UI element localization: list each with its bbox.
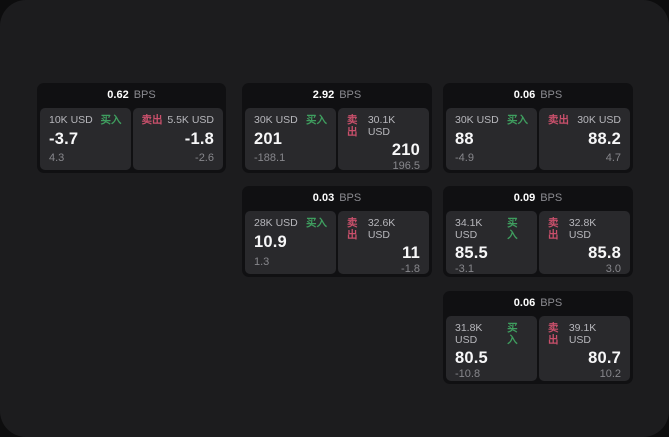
bps-unit-label: BPS — [339, 192, 362, 204]
buy-amount: 31.8K USD — [455, 322, 483, 346]
buy-label: 买入 — [507, 322, 518, 346]
sell-price: 11 — [402, 244, 420, 263]
quote-card: 0.62 BPS 10K USD 买入 -3.7 4.3 卖出 5.5K USD… — [37, 83, 226, 173]
sell-panel[interactable]: 卖出 32.6K USD 11 -1.8 — [338, 211, 429, 276]
bps-value: 0.06 — [513, 89, 536, 101]
buy-price: -3.7 — [49, 129, 79, 148]
sell-panel[interactable]: 卖出 39.1K USD 80.7 10.2 — [539, 316, 630, 381]
buy-delta: -3.1 — [455, 263, 474, 276]
quote-card: 0.06 BPS 31.8K USD 买入 80.5 -10.8 卖出 39.1… — [443, 291, 633, 384]
buy-panel[interactable]: 34.1K USD 买入 85.5 -3.1 — [446, 211, 537, 276]
buy-label: 买入 — [100, 114, 122, 126]
bps-value: 0.09 — [513, 192, 536, 204]
sell-delta: 3.0 — [605, 263, 621, 276]
bps-header: 0.06 BPS — [446, 291, 630, 316]
sell-delta: 10.2 — [599, 368, 621, 381]
bps-header: 2.92 BPS — [245, 83, 429, 108]
bps-header: 0.09 BPS — [446, 186, 630, 211]
sell-amount: 30K USD — [577, 114, 621, 126]
sell-label: 卖出 — [141, 114, 163, 126]
bps-unit-label: BPS — [133, 89, 156, 101]
sell-label: 卖出 — [347, 217, 358, 241]
buy-amount: 30K USD — [254, 114, 298, 126]
sell-amount: 32.6K USD — [367, 217, 396, 241]
bps-value: 0.03 — [312, 192, 335, 204]
buy-label: 买入 — [507, 114, 528, 126]
buy-panel[interactable]: 28K USD 买入 10.9 1.3 — [245, 211, 336, 274]
sell-amount: 32.8K USD — [568, 217, 597, 241]
buy-label: 买入 — [507, 217, 518, 241]
buy-label: 买入 — [306, 217, 327, 229]
bps-header: 0.62 BPS — [40, 83, 223, 108]
buy-panel[interactable]: 30K USD 买入 88 -4.9 — [446, 108, 537, 170]
buy-price: 88 — [455, 129, 474, 148]
bps-unit-label: BPS — [540, 297, 563, 309]
quote-card: 0.09 BPS 34.1K USD 买入 85.5 -3.1 卖出 32.8K… — [443, 186, 633, 277]
buy-amount: 30K USD — [455, 114, 499, 126]
sell-price: -1.8 — [184, 129, 214, 148]
bps-header: 0.03 BPS — [245, 186, 429, 211]
sell-delta: -1.8 — [401, 263, 420, 276]
quote-card: 0.06 BPS 30K USD 买入 88 -4.9 卖出 30K USD 8… — [443, 83, 633, 173]
buy-amount: 10K USD — [49, 114, 93, 126]
buy-label: 买入 — [306, 114, 327, 126]
buy-amount: 28K USD — [254, 217, 298, 229]
sell-delta: -2.6 — [195, 151, 214, 164]
sell-label: 卖出 — [347, 114, 358, 138]
buy-panel[interactable]: 30K USD 买入 201 -188.1 — [245, 108, 336, 170]
buy-delta: 4.3 — [49, 151, 65, 164]
sell-price: 88.2 — [588, 129, 621, 148]
bps-value: 2.92 — [312, 89, 335, 101]
buy-amount: 34.1K USD — [455, 217, 483, 241]
sell-delta: 196.5 — [392, 160, 420, 173]
sell-panel[interactable]: 卖出 30K USD 88.2 4.7 — [539, 108, 630, 170]
bps-unit-label: BPS — [339, 89, 362, 101]
sell-label: 卖出 — [548, 217, 559, 241]
buy-price: 201 — [254, 129, 283, 148]
quote-card: 2.92 BPS 30K USD 买入 201 -188.1 卖出 30.1K … — [242, 83, 432, 173]
buy-price: 85.5 — [455, 244, 488, 263]
buy-price: 80.5 — [455, 349, 488, 368]
sell-amount: 30.1K USD — [367, 114, 396, 138]
buy-delta: -188.1 — [254, 151, 286, 164]
buy-panel[interactable]: 10K USD 买入 -3.7 4.3 — [40, 108, 131, 170]
sell-panel[interactable]: 卖出 5.5K USD -1.8 -2.6 — [132, 108, 223, 170]
buy-panel[interactable]: 31.8K USD 买入 80.5 -10.8 — [446, 316, 537, 381]
bps-unit-label: BPS — [540, 192, 563, 204]
buy-price: 10.9 — [254, 232, 287, 251]
buy-delta: -10.8 — [455, 368, 481, 381]
sell-amount: 5.5K USD — [167, 114, 214, 126]
bps-value: 0.06 — [513, 297, 536, 309]
sell-amount: 39.1K USD — [568, 322, 597, 346]
sell-label: 卖出 — [548, 322, 559, 346]
bps-unit-label: BPS — [540, 89, 563, 101]
sell-price: 80.7 — [588, 349, 621, 368]
sell-panel[interactable]: 卖出 30.1K USD 210 196.5 — [338, 108, 429, 173]
sell-panel[interactable]: 卖出 32.8K USD 85.8 3.0 — [539, 211, 630, 276]
buy-delta: -4.9 — [455, 151, 474, 164]
sell-price: 210 — [391, 141, 420, 160]
quote-card: 0.03 BPS 28K USD 买入 10.9 1.3 卖出 32.6K US… — [242, 186, 432, 277]
sell-delta: 4.7 — [605, 151, 621, 164]
buy-delta: 1.3 — [254, 255, 270, 268]
bps-header: 0.06 BPS — [446, 83, 630, 108]
sell-label: 卖出 — [548, 114, 569, 126]
sell-price: 85.8 — [588, 244, 621, 263]
bps-value: 0.62 — [107, 89, 129, 101]
